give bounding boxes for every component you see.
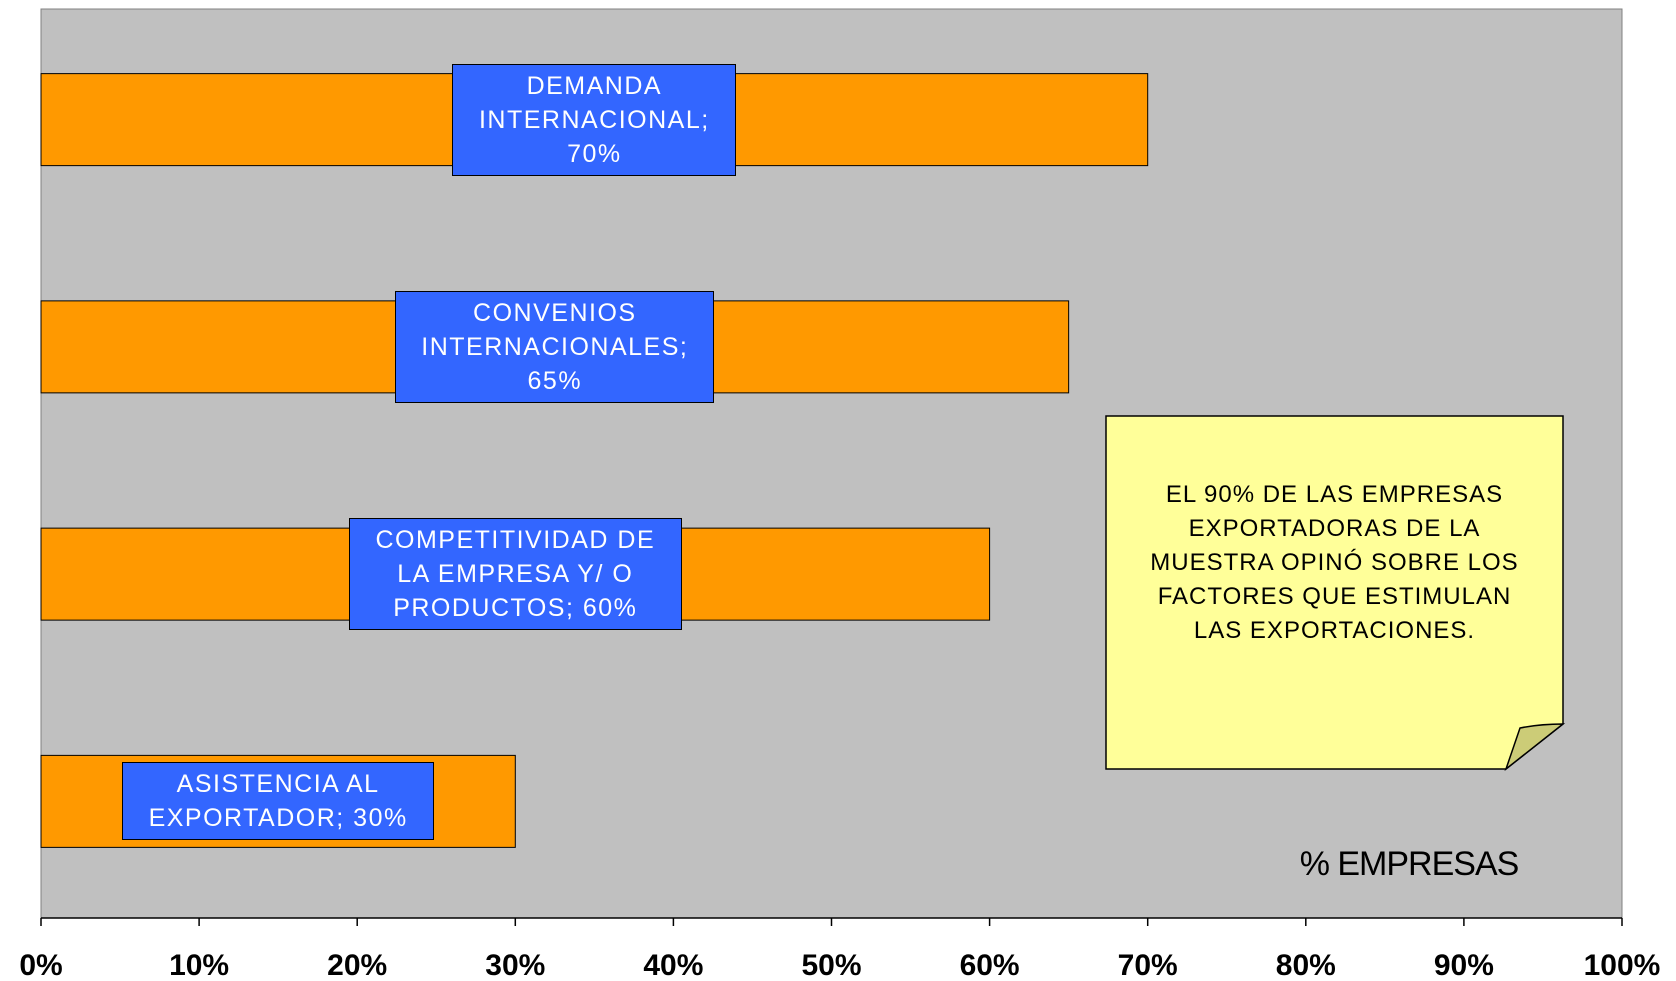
- x-tick-label: 0%: [19, 949, 62, 981]
- data-label-wrap: ASISTENCIA AL EXPORTADOR; 30%: [122, 731, 435, 871]
- x-tick-label: 80%: [1276, 949, 1336, 981]
- data-label-wrap: DEMANDA INTERNACIONAL; 70%: [452, 50, 737, 190]
- x-tick-label: 50%: [801, 949, 861, 981]
- note: EL 90% DE LAS EMPRESAS EXPORTADORAS DE L…: [1150, 480, 1519, 644]
- x-tick-label: 60%: [960, 949, 1020, 981]
- data-label-wrap: CONVENIOS INTERNACIONALES; 65%: [395, 277, 715, 417]
- data-label: DEMANDA INTERNACIONAL; 70%: [452, 63, 737, 176]
- x-tick-label: 70%: [1118, 949, 1178, 981]
- data-label: ASISTENCIA AL EXPORTADOR; 30%: [122, 762, 435, 841]
- data-label-box: DEMANDA INTERNACIONAL; 70%: [452, 50, 737, 190]
- x-tick-label: 90%: [1434, 949, 1494, 981]
- note-text: EL 90% DE LAS EMPRESAS EXPORTADORAS DE L…: [1150, 480, 1519, 644]
- x-tick-label: 100%: [1584, 949, 1661, 981]
- data-label: CONVENIOS INTERNACIONALES; 65%: [395, 290, 715, 403]
- data-label-box: CONVENIOS INTERNACIONALES; 65%: [395, 277, 715, 417]
- note-fold: [1504, 723, 1566, 772]
- data-label-box: ASISTENCIA AL EXPORTADOR; 30%: [122, 731, 435, 871]
- x-axis-label: % EMPRESAS: [1300, 845, 1519, 883]
- data-label: COMPETITIVIDAD DE LA EMPRESA Y/ O PRODUC…: [348, 518, 682, 631]
- data-label-wrap: COMPETITIVIDAD DE LA EMPRESA Y/ O PRODUC…: [348, 504, 682, 644]
- x-tick-label: 10%: [169, 949, 229, 981]
- x-tick-label: 30%: [485, 949, 545, 981]
- data-label-box: COMPETITIVIDAD DE LA EMPRESA Y/ O PRODUC…: [348, 504, 682, 644]
- x-tick-label: 40%: [643, 949, 703, 981]
- x-tick-label: 20%: [327, 949, 387, 981]
